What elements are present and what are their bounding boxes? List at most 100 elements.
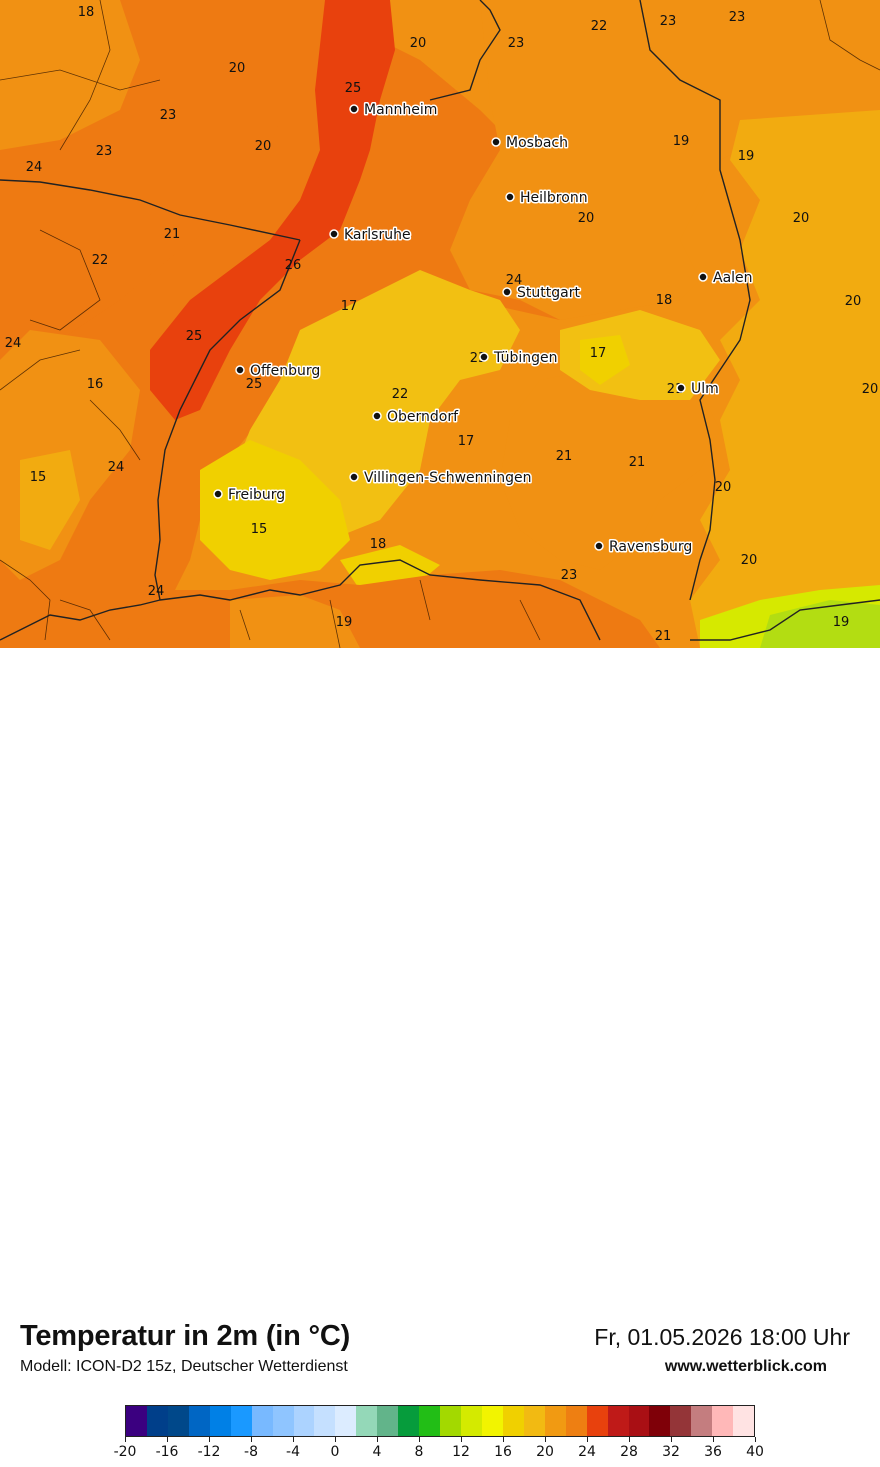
city-marker (491, 137, 501, 147)
legend-tick-mark (293, 1437, 294, 1442)
legend-tick-mark (713, 1437, 714, 1442)
border-rhine (154, 239, 301, 601)
border-pfalz (0, 179, 301, 241)
legend-color-segment (293, 1406, 315, 1436)
temperature-value: 24 (506, 273, 523, 288)
temperature-value: 22 (392, 387, 409, 402)
zone-15-alb (580, 335, 630, 385)
legend-tick-mark (419, 1437, 420, 1442)
city-label: Aalen (713, 270, 753, 286)
city-label: Karlsruhe (344, 227, 411, 243)
zone-25-rhine-valley (150, 0, 395, 420)
temperature-value: 26 (285, 258, 302, 273)
legend-tick-label: -12 (197, 1444, 221, 1460)
temperature-value: 20 (410, 36, 427, 51)
legend-color-segment (481, 1406, 503, 1436)
temperature-value: 19 (673, 134, 690, 149)
city-marker (235, 365, 245, 375)
city-marker (594, 541, 604, 551)
temperature-value: 24 (148, 584, 165, 599)
temperature-value: 23 (561, 568, 578, 583)
legend-color-segment (251, 1406, 273, 1436)
zone-21-pfalz (0, 0, 140, 150)
city-marker (329, 229, 339, 239)
temperature-value: 20 (793, 211, 810, 226)
temperature-value: 25 (246, 377, 263, 392)
model-info: Modell: ICON-D2 15z, Deutscher Wetterdie… (20, 1358, 348, 1375)
legend-color-segment (649, 1406, 671, 1436)
legend-tick-mark (503, 1437, 504, 1442)
legend-tick-mark (167, 1437, 168, 1442)
legend-tick-label: -16 (155, 1444, 179, 1460)
legend-tick-label: -8 (244, 1444, 258, 1460)
temperature-value: 24 (108, 460, 125, 475)
temperature-value: 20 (862, 382, 879, 397)
city-marker (372, 411, 382, 421)
temperature-map: 18 20 23 23 23 22 20 23 25 20 23 19 19 24 21 22 26 24 20 20… (0, 0, 880, 648)
legend-tick-label: 4 (372, 1444, 382, 1460)
city-label: Villingen-Schwenningen (364, 470, 532, 486)
legend-color-segment (272, 1406, 294, 1436)
city-marker (502, 287, 512, 297)
value-labels: 18 20 23 23 23 22 20 23 25 20 23 19 19 24 21 22 26 24 20 20… (5, 5, 879, 644)
city-label: Freiburg (228, 487, 285, 503)
temperature-value: 17 (590, 346, 607, 361)
zone-21-middle (450, 0, 880, 320)
legend-color-segment (126, 1406, 147, 1436)
city-marker (676, 383, 686, 393)
city-marker (698, 272, 708, 282)
temperature-value: 20 (255, 139, 272, 154)
temperature-value: 21 (629, 455, 646, 470)
legend-color-segment (398, 1406, 420, 1436)
legend-tick-label: 20 (536, 1444, 554, 1460)
footer: Temperatur in 2m (in °C) Modell: ICON-D2… (0, 648, 880, 1460)
legend-ticks: -20 -16 -12 -8 -4 0 4 8 12 16 20 24 28 32 36 40 (114, 1437, 764, 1467)
legend-color-segment (146, 1406, 168, 1436)
temperature-value: 19 (336, 615, 353, 630)
legend-tick-mark (545, 1437, 546, 1442)
district-lines (0, 0, 880, 648)
temperature-value: 20 (845, 294, 862, 309)
city-markers: Mannheim Mosbach Heilbronn Karlsruhe Stuttga… (213, 101, 754, 557)
legend-color-segment (607, 1406, 629, 1436)
temperature-value: 23 (508, 36, 525, 51)
legend-tick-mark (209, 1437, 210, 1442)
temperature-value: 18 (78, 5, 95, 20)
city-label: Heilbronn (520, 190, 588, 206)
city-label: Tübingen (493, 350, 558, 366)
temperature-value: 23 (729, 10, 746, 25)
city-label: Oberndorf (387, 409, 459, 425)
temperature-value: 19 (738, 149, 755, 164)
temperature-value: 18 (656, 293, 673, 308)
city-label: Stuttgart (517, 285, 580, 301)
temperature-value: 20 (741, 553, 758, 568)
legend-tick-mark (755, 1437, 756, 1442)
city-label: Mosbach (506, 135, 568, 151)
legend-color-segment (502, 1406, 524, 1436)
city-label: Ravensburg (609, 539, 692, 555)
legend-color-segment (691, 1406, 713, 1436)
temperature-value: 23 (160, 108, 177, 123)
legend-color-segment (712, 1406, 734, 1436)
temperature-value: 22 (92, 253, 109, 268)
border-france (0, 599, 161, 641)
legend-color-segment (335, 1406, 357, 1436)
map-title: Temperatur in 2m (in °C) (20, 1320, 351, 1352)
temperature-value: 23 (660, 14, 677, 29)
temperature-value: 15 (251, 522, 268, 537)
legend-tick-label: 32 (662, 1444, 680, 1460)
temperature-value: 22 (591, 19, 608, 34)
legend-color-segment (419, 1406, 441, 1436)
city-marker (349, 472, 359, 482)
temperature-value: 21 (655, 629, 672, 644)
website-link[interactable]: www.wetterblick.com (664, 1358, 827, 1375)
temperature-value: 20 (578, 211, 595, 226)
temperature-value: 21 (556, 449, 573, 464)
temperature-value: 24 (26, 160, 43, 175)
temperature-value: 23 (96, 144, 113, 159)
legend-tick-label: 0 (330, 1444, 340, 1460)
legend-color-segment (670, 1406, 692, 1436)
legend-color-segment (586, 1406, 608, 1436)
city-label: Mannheim (364, 102, 437, 118)
legend-tick-mark (251, 1437, 252, 1442)
